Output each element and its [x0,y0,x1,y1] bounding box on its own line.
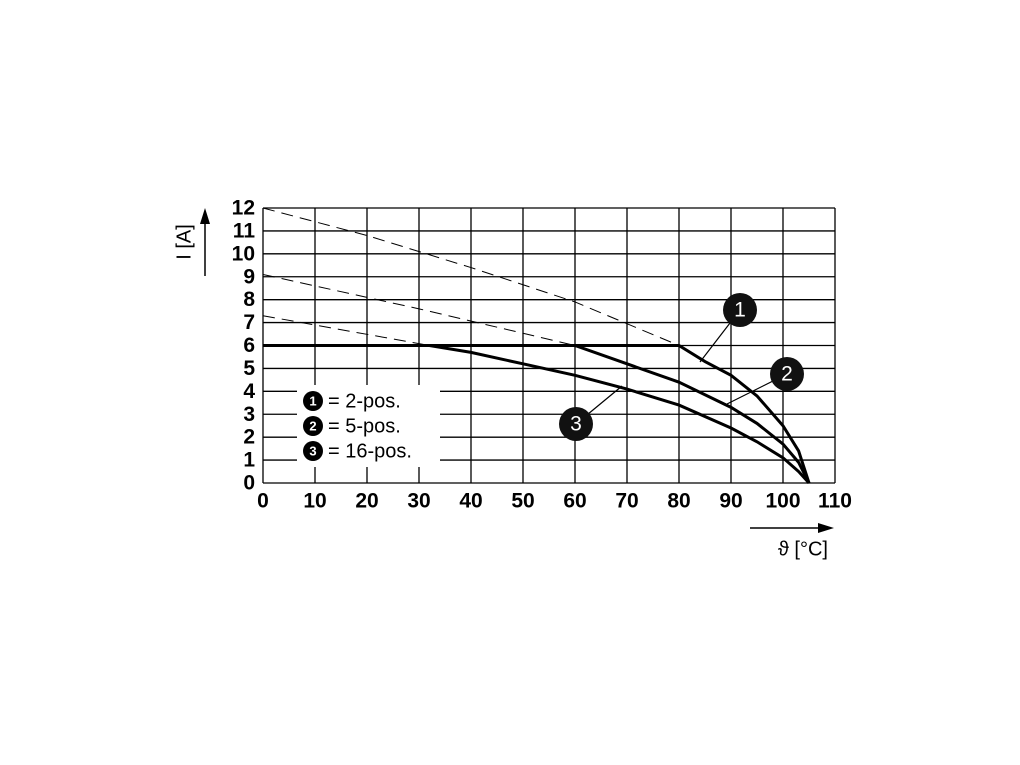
lines [262,207,811,485]
series-line [263,344,811,484]
y-tick-label: 8 [243,288,255,311]
y-tick-label: 9 [243,265,255,288]
callout-badge [723,293,757,327]
legend-label: = 16-pos. [328,440,412,462]
x-tick-label: 20 [355,490,378,513]
legend-label: = 5-pos. [328,415,401,437]
x-arrow-head [818,523,834,533]
callout-number: 1 [734,299,746,322]
y-tick-label: 1 [243,449,255,472]
x-tick-label: 50 [511,490,534,513]
legend-badge-number: 1 [309,393,316,408]
y-tick-label: 0 [243,472,255,495]
y-tick-label: 5 [243,357,255,380]
x-tick-label: 40 [459,490,482,513]
x-tick-label: 0 [257,490,269,513]
x-tick-label: 110 [818,490,852,513]
callout-badge [559,407,593,441]
callout-badge [770,357,804,391]
x-axis-label: ϑ [°C] [778,538,828,560]
y-tick-label: 2 [243,426,255,449]
y-tick-label: 10 [232,242,255,265]
y-axis-label: I [A] [173,224,195,260]
legend-badge [303,441,323,461]
legend-badge [303,416,323,436]
x-tick-label: 70 [615,490,638,513]
dashed-line [262,207,680,346]
x-tick-label: 100 [765,490,800,513]
dashed-line [262,315,430,346]
callouts: 1 2 3 [559,293,804,441]
callout-number: 2 [781,363,793,386]
x-tick-label: 30 [407,490,430,513]
y-tick-label: 11 [233,219,256,242]
series-line [263,344,811,484]
y-tick-label: 7 [243,311,255,334]
callout-number: 3 [570,413,582,436]
legend-badge [303,391,323,411]
legend-label: = 2-pos. [328,390,401,412]
y-tick-label: 12 [232,197,255,220]
y-tick-label: 4 [243,380,255,403]
x-tick-label: 90 [719,490,742,513]
dashed-line [262,273,576,346]
series-line [263,344,811,485]
y-tick-label: 3 [243,403,255,426]
legend-badge-number: 3 [309,443,316,458]
y-tick-label: 6 [243,334,255,357]
x-tick-label: 10 [303,490,326,513]
x-tick-label: 60 [563,490,586,513]
y-arrow-head [200,208,210,224]
x-tick-label: 80 [667,490,690,513]
legend-badge-number: 2 [309,418,316,433]
legend: 1 = 2-pos. 2 = 5-pos. 3 = 16-pos. [303,390,412,462]
